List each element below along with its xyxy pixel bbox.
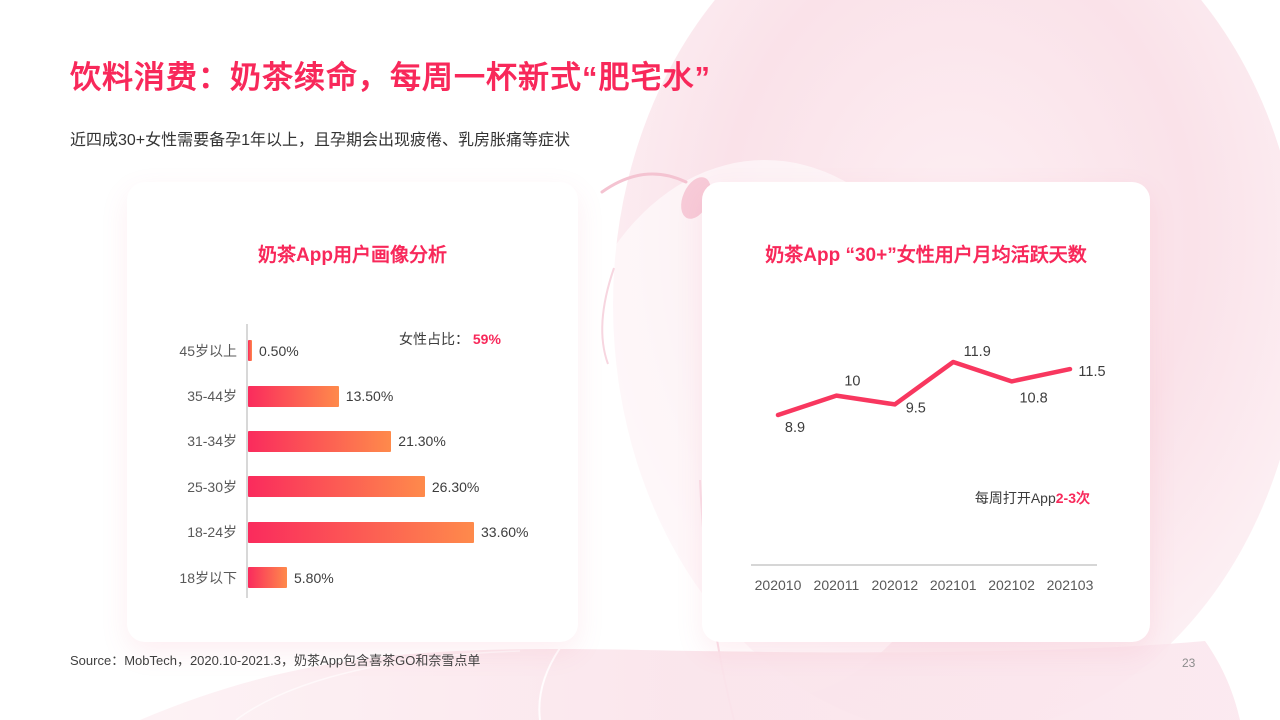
data-point-label: 10.8 (1019, 390, 1047, 406)
bar (248, 521, 474, 543)
line-chart-title: 奶茶App “30+”女性用户月均活跃天数 (765, 245, 1087, 266)
bar (248, 476, 425, 498)
bar-value-label: 13.50% (345, 388, 394, 405)
data-point-label: 11.9 (964, 344, 991, 360)
bar-row: 25-30岁 26.30% (127, 464, 578, 509)
x-tick-label: 202011 (814, 577, 860, 593)
page-number: 23 (1182, 656, 1196, 670)
bar-zone: 0.50% (248, 340, 299, 362)
source-note: Source：MobTech，2020.10-2021.3，奶茶App包含喜茶G… (70, 653, 481, 668)
bar-zone: 33.60% (248, 521, 529, 543)
bar-value-label: 0.50% (259, 342, 299, 359)
bar-category-label: 18-24岁 (187, 524, 237, 541)
nose-contour-decoration (601, 267, 615, 365)
data-point-label: 10 (844, 374, 860, 390)
bottom-band-decoration (140, 641, 1240, 720)
female-share-annotation: 女性占比： 59% (399, 329, 501, 349)
data-point-label: 11.5 (1078, 364, 1105, 380)
bar-chart-card: 奶茶App用户画像分析 女性占比： 59% 45岁以上 0.50% 35-44岁 13… (127, 182, 578, 642)
bar (248, 430, 392, 452)
x-tick-label: 202012 (871, 577, 918, 593)
bar-row: 45岁以上 0.50% (127, 328, 578, 373)
bar-zone: 13.50% (248, 385, 394, 407)
bar-category-label: 45岁以上 (179, 342, 237, 359)
x-tick-label: 202101 (930, 577, 977, 593)
bar-category-label: 25-30岁 (187, 478, 237, 495)
weekly-open-label: 每周打开App (974, 490, 1056, 506)
bar-chart-title: 奶茶App用户画像分析 (258, 245, 447, 266)
bottom-curve-highlight-2 (235, 650, 521, 720)
female-share-value: 59% (472, 331, 501, 347)
eyelash-decoration (600, 172, 688, 194)
bar-row: 18-24岁 33.60% (127, 510, 578, 555)
bar (248, 340, 252, 362)
bar-zone: 26.30% (248, 476, 480, 498)
female-share-label: 女性占比： (399, 331, 469, 347)
bar-value-label: 33.60% (481, 524, 529, 541)
bar (248, 567, 287, 589)
bottom-curve-highlight (538, 647, 561, 720)
bar-row: 35-44岁 13.50% (127, 373, 578, 418)
bar-row: 18岁以下 5.80% (127, 555, 578, 600)
data-point-label: 9.5 (906, 400, 926, 416)
x-tick-label: 202010 (755, 577, 802, 593)
bar-category-label: 31-34岁 (187, 433, 237, 450)
bar-chart: 45岁以上 0.50% 35-44岁 13.50% 31-34岁 21.30% 25-30岁… (127, 323, 578, 600)
page-title: 饮料消费：奶茶续命，每周一杯新式“肥宅水” (70, 60, 711, 95)
x-tick-label: 202102 (988, 577, 1035, 593)
line-chart-card: 奶茶App “30+”女性用户月均活跃天数 8.9 10 9.5 11.9 10.8 11… (702, 182, 1150, 642)
weekly-open-value: 2-3次 (1055, 490, 1090, 506)
line-chart: 8.9 10 9.5 11.9 10.8 11.5 202010 202011 202012 20… (751, 344, 1106, 593)
x-tick-label: 202103 (1047, 577, 1094, 593)
bar-zone: 21.30% (248, 430, 446, 452)
weekly-open-annotation: 每周打开App2-3次 (975, 488, 1090, 508)
data-point-label: 8.9 (785, 420, 805, 436)
bar-value-label: 5.80% (294, 569, 334, 586)
bar-category-label: 35-44岁 (187, 388, 237, 405)
bar-zone: 5.80% (248, 567, 334, 589)
line-series (775, 359, 1073, 418)
bar-value-label: 26.30% (431, 478, 480, 495)
page-subtitle: 近四成30+女性需要备孕1年以上，且孕期会出现疲倦、乳房胀痛等症状 (70, 132, 571, 149)
bar-row: 31-34岁 21.30% (127, 419, 578, 464)
bar (248, 385, 339, 407)
bar-value-label: 21.30% (398, 433, 446, 450)
bar-category-label: 18岁以下 (179, 569, 237, 586)
